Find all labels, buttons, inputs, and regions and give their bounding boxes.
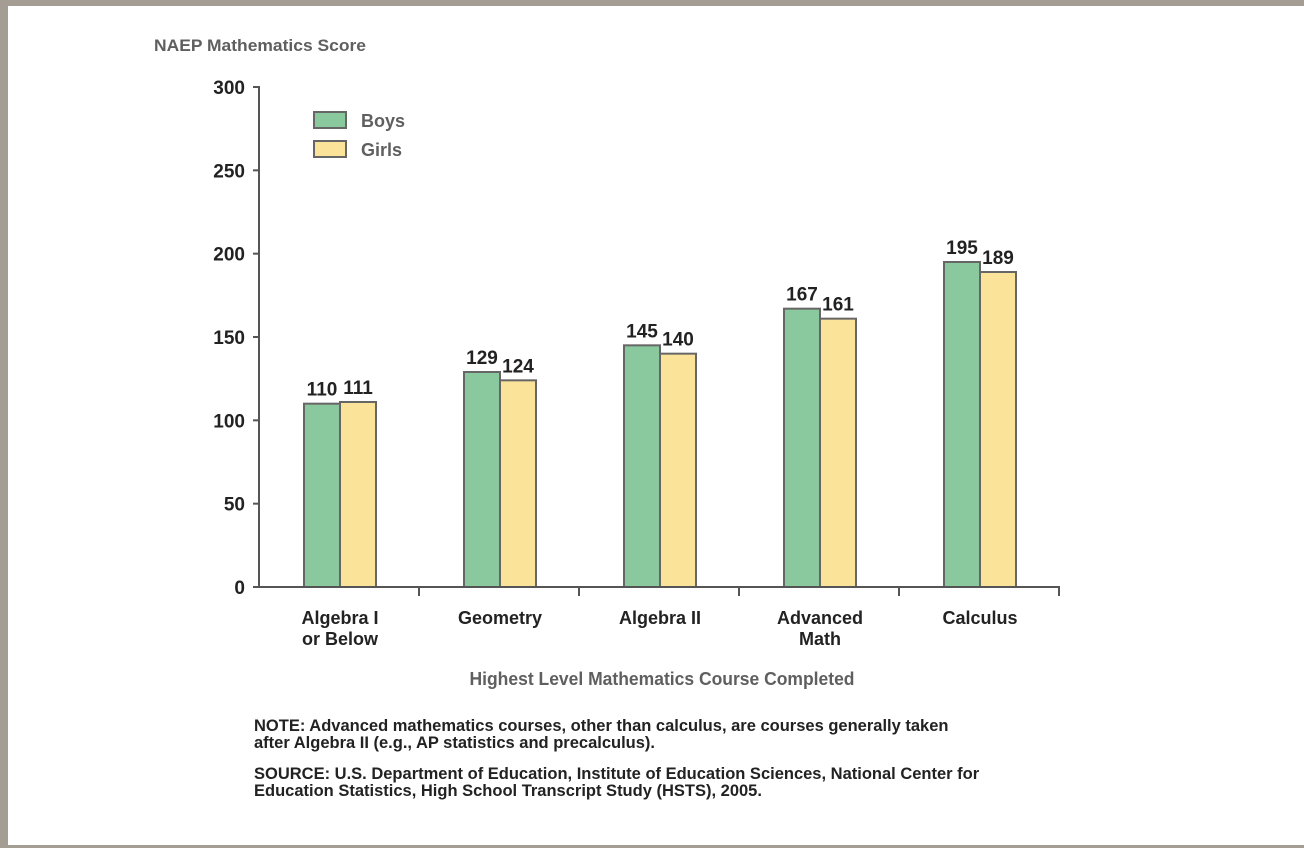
bar-value-label: 167	[786, 285, 818, 306]
bar-value-label: 195	[946, 238, 978, 259]
bar-value-label: 129	[466, 348, 498, 369]
x-category-label: Math	[799, 629, 841, 649]
x-axis-title: Highest Level Mathematics Course Complet…	[470, 669, 855, 689]
note-text: NOTE: Advanced mathematics courses, othe…	[254, 718, 1154, 752]
note-line-2: after Algebra II (e.g., AP statistics an…	[254, 734, 656, 752]
bar-boys	[303, 402, 341, 588]
source-line-2: Education Statistics, High School Transc…	[254, 782, 762, 800]
source-line-1: SOURCE: U.S. Department of Education, In…	[254, 765, 980, 783]
figure-notes: NOTE: Advanced mathematics courses, othe…	[254, 718, 1154, 814]
x-category-label: or Below	[302, 629, 379, 649]
y-tick-label: 100	[213, 411, 245, 432]
bar-value-label: 161	[822, 295, 854, 316]
bar-boys	[943, 261, 981, 588]
y-axis-title: NAEP Mathematics Score	[154, 37, 366, 55]
bar-girls	[979, 271, 1017, 588]
y-tick-label: 0	[234, 578, 245, 599]
legend-label-boys: Boys	[361, 111, 405, 131]
bar-girls	[499, 379, 537, 589]
y-tick-label: 150	[213, 328, 245, 349]
bar-boys	[623, 344, 661, 589]
legend-swatch-girls	[313, 140, 347, 158]
y-tick-label: 200	[213, 245, 245, 266]
bar-girls	[339, 401, 377, 588]
legend-swatch-boys	[313, 111, 347, 129]
x-category-label: Calculus	[942, 608, 1017, 628]
bar-girls	[659, 352, 697, 588]
x-category-label: Algebra II	[619, 608, 701, 628]
bar-value-label: 145	[626, 321, 658, 342]
bar-value-label: 140	[662, 330, 694, 351]
bar-value-label: 111	[343, 378, 373, 399]
note-line-1: NOTE: Advanced mathematics courses, othe…	[254, 717, 949, 735]
bar-girls	[819, 317, 857, 588]
x-category-label: Algebra I	[301, 608, 378, 628]
bar-boys	[783, 307, 821, 588]
bar-value-label: 124	[502, 356, 534, 377]
bar-value-label: 189	[982, 248, 1014, 269]
bar-value-label: 110	[307, 380, 338, 401]
legend-label-girls: Girls	[361, 140, 402, 160]
x-category-label: Geometry	[458, 608, 542, 628]
y-tick-label: 50	[224, 495, 245, 516]
x-category-label: Advanced	[777, 608, 863, 628]
bar-boys	[463, 371, 501, 588]
y-tick-label: 300	[213, 78, 245, 99]
y-tick-label: 250	[213, 161, 245, 182]
source-text: SOURCE: U.S. Department of Education, In…	[254, 766, 1154, 800]
